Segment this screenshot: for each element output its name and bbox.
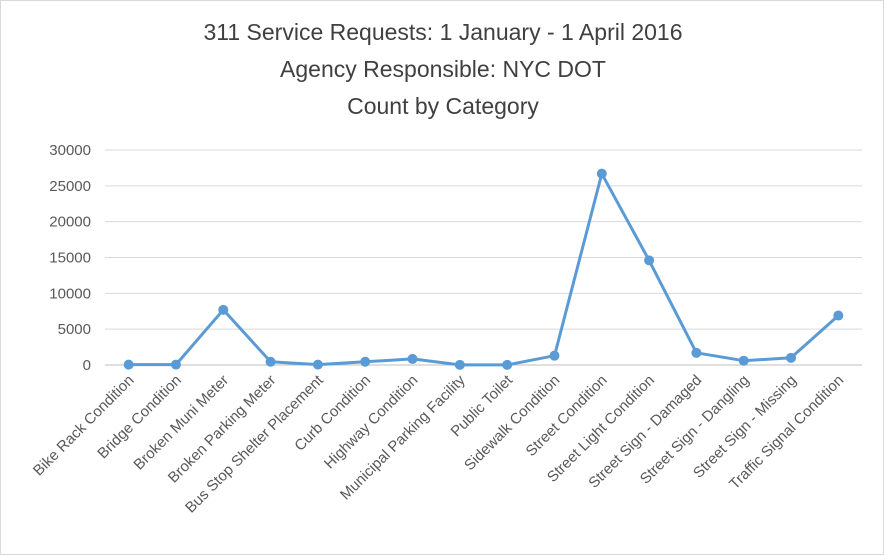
y-tick-label: 5000 xyxy=(58,321,91,338)
data-point xyxy=(786,352,797,363)
data-point xyxy=(218,304,229,315)
y-tick-label: 0 xyxy=(83,357,91,374)
data-point xyxy=(407,353,418,364)
data-point xyxy=(549,350,560,361)
series-count xyxy=(123,168,844,370)
data-point xyxy=(502,359,513,370)
data-point xyxy=(454,359,465,370)
y-tick-label: 20000 xyxy=(49,214,91,231)
y-tick-label: 10000 xyxy=(49,285,91,302)
data-point xyxy=(691,347,702,358)
y-tick-label: 15000 xyxy=(49,250,91,267)
data-point xyxy=(596,168,607,179)
gridlines xyxy=(105,149,862,366)
y-tick-label: 30000 xyxy=(49,142,91,159)
chart-title-line-1: 311 Service Requests: 1 January - 1 Apri… xyxy=(203,19,683,45)
data-point xyxy=(833,310,844,321)
x-tick-label: Bridge Condition xyxy=(94,372,184,462)
data-point xyxy=(644,255,655,266)
x-tick-label: Street Condition xyxy=(523,372,611,460)
data-point xyxy=(738,355,749,366)
data-point xyxy=(312,359,323,370)
data-point xyxy=(170,359,181,370)
chart-title-line-2: Agency Responsible: NYC DOT xyxy=(280,56,606,82)
chart-title-line-3: Count by Category xyxy=(347,93,539,119)
y-axis-ticks: 0 5000 10000 15000 20000 25000 30000 xyxy=(49,142,91,374)
series-line xyxy=(128,172,840,367)
data-point xyxy=(123,359,134,370)
data-point xyxy=(360,356,371,367)
y-tick-label: 25000 xyxy=(49,178,91,195)
data-point xyxy=(265,356,276,367)
